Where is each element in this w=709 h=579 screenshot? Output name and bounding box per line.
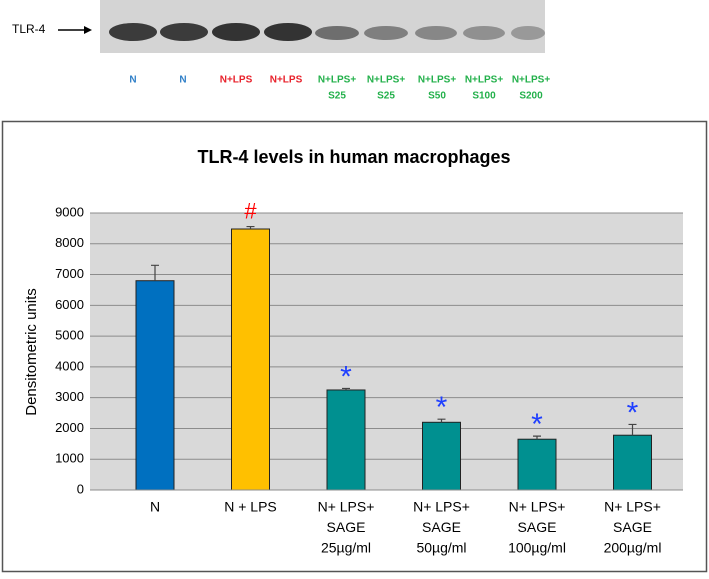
band: [364, 26, 408, 40]
error-bar: [628, 423, 637, 436]
y-tick-label: 2000: [55, 420, 84, 435]
y-tick-label: 8000: [55, 235, 84, 250]
error-bar: [437, 418, 446, 423]
chart-title: TLR-4 levels in human macrophages: [197, 147, 510, 167]
band: [109, 23, 157, 41]
lane-label: N+LPS+: [367, 75, 406, 86]
lane-label: N: [179, 75, 186, 86]
y-tick-label: 3000: [55, 389, 84, 404]
x-tick-label: N+ LPS+: [413, 499, 470, 515]
lane-label: N+LPS+: [418, 75, 457, 86]
lane-label: N+LPS+: [512, 75, 551, 86]
bar: [231, 228, 270, 491]
x-tick-label: N: [150, 499, 160, 515]
x-tick-label: SAGE: [422, 519, 461, 535]
blot-label: TLR-4: [12, 22, 46, 36]
x-tick-label: 25µg/ml: [321, 540, 371, 556]
x-tick-label: N+ LPS+: [604, 499, 661, 515]
y-tick-label: 1000: [55, 451, 84, 466]
bar: [422, 421, 461, 491]
lane-label: S50: [428, 91, 446, 102]
lane-label: N+LPS+: [318, 75, 357, 86]
lane-label: N+LPS: [220, 75, 253, 86]
lane-label: S25: [377, 91, 395, 102]
y-tick-label: 5000: [55, 328, 84, 343]
band: [264, 23, 312, 41]
band: [160, 23, 208, 41]
error-bar: [342, 387, 350, 390]
band: [511, 26, 545, 40]
bar: [613, 434, 652, 491]
x-tick-label: 100µg/ml: [508, 540, 566, 556]
annotation: *: [340, 360, 352, 393]
band: [315, 26, 359, 40]
y-axis-label: Densitometric units: [23, 288, 40, 416]
blot-bands: [109, 23, 545, 41]
x-tick-label: N + LPS: [224, 499, 277, 515]
x-tick-label: SAGE: [518, 519, 557, 535]
band: [463, 26, 505, 40]
x-tick-label: SAGE: [327, 519, 366, 535]
lane-label: S100: [472, 91, 496, 102]
x-tick-label: N+ LPS+: [318, 499, 375, 515]
lane-label: S25: [328, 91, 346, 102]
error-bar: [533, 435, 541, 440]
lane-label: N+LPS: [270, 75, 303, 86]
annotation: *: [436, 391, 448, 424]
arrow-head: [84, 26, 92, 34]
band: [415, 26, 457, 40]
annotation: *: [627, 396, 639, 429]
x-tick-label: N+ LPS+: [509, 499, 566, 515]
lane-label: N: [129, 75, 136, 86]
y-tick-label: 4000: [55, 358, 84, 373]
y-tick-label: 6000: [55, 297, 84, 312]
x-tick-label: SAGE: [613, 519, 652, 535]
bar: [135, 280, 175, 491]
bar: [517, 438, 557, 491]
error-bar: [151, 264, 159, 281]
error-bar: [246, 225, 255, 230]
lane-label: S200: [519, 91, 543, 102]
y-tick-label: 0: [77, 481, 84, 496]
plot-area: [90, 213, 683, 490]
annotation: #: [244, 198, 257, 223]
band: [212, 23, 260, 41]
annotation: *: [531, 408, 543, 441]
bar: [326, 389, 366, 491]
y-tick-label: 7000: [55, 266, 84, 281]
y-tick-label: 9000: [55, 204, 84, 219]
x-tick-label: 50µg/ml: [416, 540, 466, 556]
lane-label: N+LPS+: [465, 75, 504, 86]
x-tick-label: 200µg/ml: [604, 540, 662, 556]
